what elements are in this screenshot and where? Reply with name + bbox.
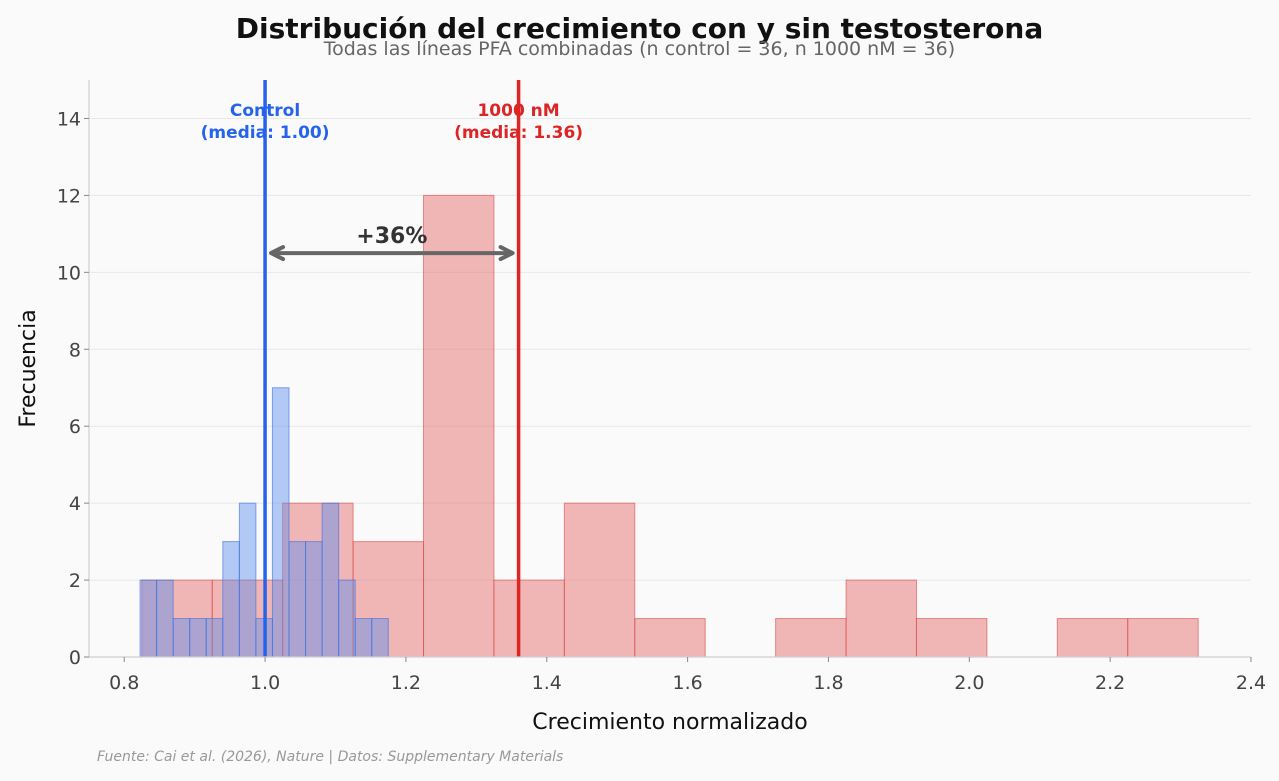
histogram-bar: [288, 541, 307, 658]
mean-line-sublabel: (media: 1.00): [201, 123, 330, 143]
y-tick-label: 10: [57, 262, 81, 284]
histogram-bar: [321, 502, 340, 658]
y-tick-label: 14: [57, 108, 81, 130]
mean-lines: [263, 80, 521, 657]
y-axis-label: Frecuencia: [16, 309, 41, 427]
histogram-bar: [271, 387, 290, 658]
histogram-bar: [775, 618, 847, 658]
histogram-bar: [172, 618, 191, 658]
histogram-bar: [493, 579, 565, 658]
histogram-bar: [563, 502, 636, 658]
histogram-bar: [845, 579, 917, 658]
histogram-bar: [354, 618, 373, 658]
mean-line-label: 1000 nM: [477, 101, 559, 121]
chart-subtitle: Todas las líneas PFA combinadas (n contr…: [323, 38, 956, 60]
x-tick-label: 1.8: [813, 672, 843, 694]
histogram-bar: [139, 579, 158, 658]
x-tick-label: 2.4: [1236, 672, 1266, 694]
mean-line-sublabel: (media: 1.36): [454, 123, 583, 143]
annotations: Control(media: 1.00) 1000 nM(media: 1.36)…: [201, 101, 583, 262]
mean-line-label: Control: [230, 101, 300, 121]
histogram-bars: [139, 194, 1199, 658]
source-note: Fuente: Cai et al. (2026), Nature | Dato…: [97, 749, 564, 765]
grid-lines: [89, 117, 1251, 658]
x-tick-label: 1.6: [672, 672, 702, 694]
y-tick-label: 12: [57, 185, 81, 207]
x-axis-label: Crecimiento normalizado: [532, 710, 807, 735]
histogram-bar: [189, 618, 207, 658]
histogram-bar: [1056, 618, 1129, 658]
x-tick-label: 2.2: [1095, 672, 1125, 694]
difference-label: +36%: [356, 224, 427, 249]
x-tick-label: 2.0: [954, 672, 984, 694]
x-tick-label: 1.4: [532, 672, 562, 694]
arrowhead-left: [269, 245, 286, 262]
histogram-bar: [371, 618, 389, 658]
axes: 0.8 1.0 1.2 1.4 1.6 1.8 2.0 2.2 2.4 0 2 4 6 8 10 12 14 Cr…: [16, 80, 1266, 735]
x-tick-label: 1.0: [250, 672, 280, 694]
histogram-bar: [1127, 618, 1199, 658]
y-tick-label: 0: [69, 647, 81, 669]
y-tick-label: 6: [69, 416, 81, 438]
histogram-bar: [305, 541, 323, 658]
chart-title: Distribución del crecimiento con y sin t…: [235, 12, 1044, 45]
y-tick-label: 4: [69, 493, 81, 515]
histogram-bar: [205, 618, 224, 658]
y-tick-label: 2: [69, 570, 81, 592]
histogram-bar: [338, 579, 356, 658]
y-tick-label: 8: [69, 339, 81, 361]
x-tick-label: 1.2: [391, 672, 421, 694]
histogram-bar: [156, 579, 174, 658]
arrowhead-right: [498, 245, 515, 262]
histogram-bar: [222, 541, 240, 658]
x-tick-label: 0.8: [109, 672, 139, 694]
histogram-bar: [423, 194, 495, 658]
histogram-bar: [238, 502, 257, 658]
histogram-bar: [634, 618, 706, 658]
histogram-bar: [915, 618, 988, 658]
